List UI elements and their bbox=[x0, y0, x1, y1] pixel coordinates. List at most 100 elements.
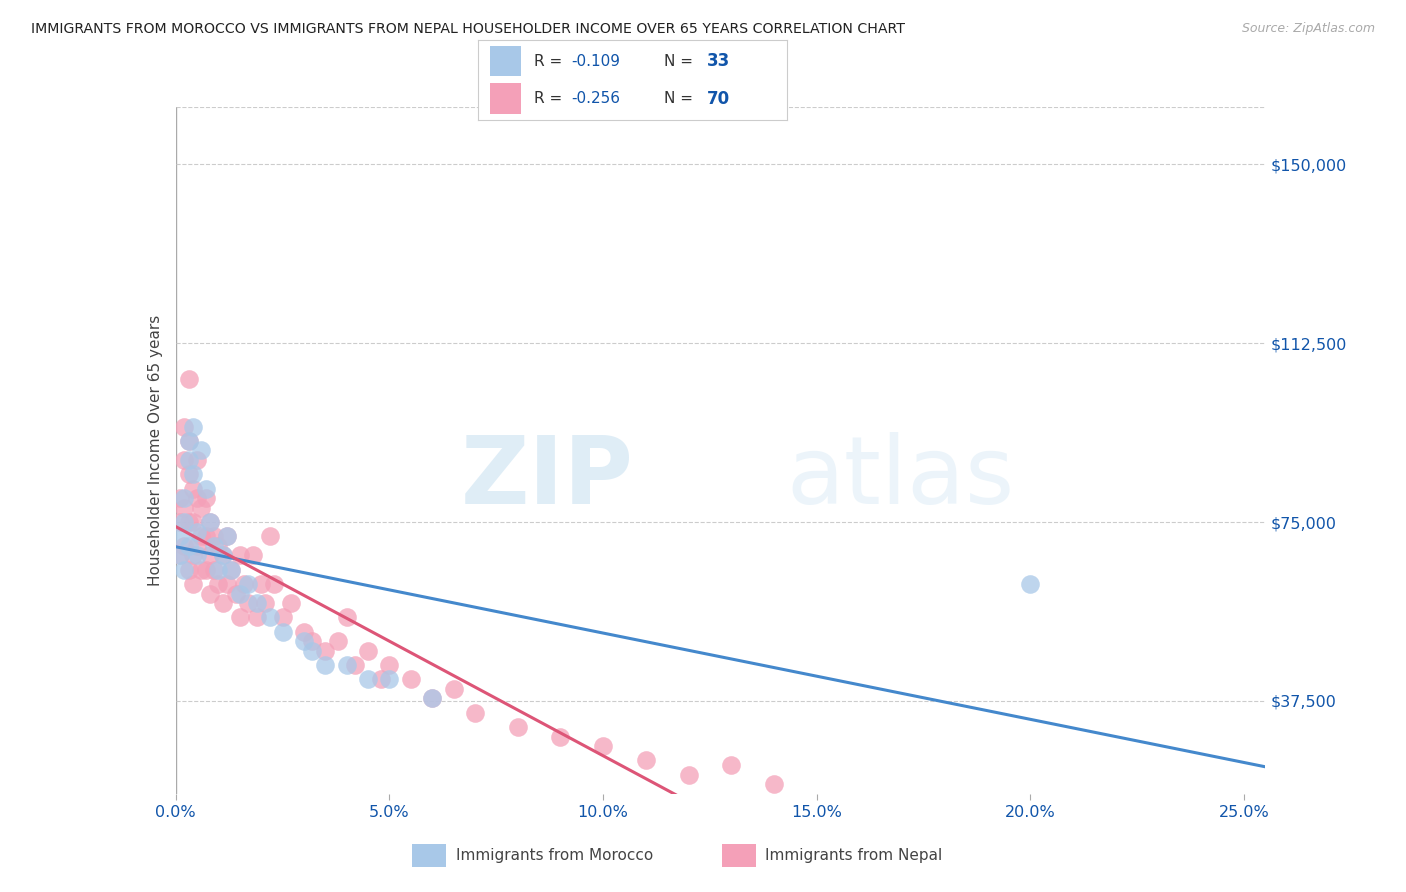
Text: 70: 70 bbox=[707, 90, 730, 108]
Point bbox=[238, 596, 260, 610]
Point bbox=[344, 658, 367, 673]
Point bbox=[678, 768, 700, 782]
Point bbox=[233, 577, 256, 591]
Point bbox=[229, 549, 252, 563]
Text: Source: ZipAtlas.com: Source: ZipAtlas.com bbox=[1241, 22, 1375, 36]
Text: Immigrants from Morocco: Immigrants from Morocco bbox=[456, 848, 652, 863]
Point bbox=[357, 644, 380, 658]
Point bbox=[173, 419, 195, 434]
Point bbox=[169, 549, 191, 563]
Point bbox=[181, 577, 204, 591]
Point bbox=[177, 467, 200, 482]
Point bbox=[181, 467, 204, 482]
Point bbox=[207, 539, 229, 553]
Point bbox=[181, 419, 204, 434]
Point bbox=[169, 491, 191, 505]
Point bbox=[211, 549, 233, 563]
Point bbox=[173, 515, 195, 529]
Point bbox=[357, 673, 380, 687]
Point bbox=[280, 596, 302, 610]
Bar bbox=[412, 844, 446, 867]
Point bbox=[301, 644, 323, 658]
Text: atlas: atlas bbox=[786, 432, 1014, 524]
Point bbox=[190, 500, 212, 515]
Point bbox=[464, 706, 486, 720]
Point bbox=[420, 691, 443, 706]
Text: ZIP: ZIP bbox=[461, 432, 633, 524]
Point bbox=[292, 634, 315, 648]
Point bbox=[190, 563, 212, 577]
Point bbox=[198, 515, 221, 529]
Point bbox=[190, 529, 212, 543]
Point bbox=[194, 563, 217, 577]
Text: N =: N = bbox=[664, 54, 697, 69]
Point bbox=[399, 673, 422, 687]
Point bbox=[186, 539, 208, 553]
Y-axis label: Householder Income Over 65 years: Householder Income Over 65 years bbox=[148, 315, 163, 586]
Point bbox=[246, 610, 269, 624]
Point bbox=[370, 673, 392, 687]
Point bbox=[271, 610, 294, 624]
Point bbox=[506, 720, 529, 734]
Point bbox=[177, 453, 200, 467]
Point bbox=[181, 482, 204, 496]
Point bbox=[198, 549, 221, 563]
Point bbox=[250, 577, 273, 591]
Point bbox=[186, 453, 208, 467]
Point bbox=[173, 491, 195, 505]
Point bbox=[221, 563, 243, 577]
Point bbox=[225, 586, 247, 600]
Point bbox=[186, 549, 208, 563]
Bar bbox=[491, 84, 522, 114]
Point bbox=[173, 453, 195, 467]
Point bbox=[229, 610, 252, 624]
Point bbox=[215, 577, 238, 591]
Point bbox=[177, 563, 200, 577]
Point bbox=[259, 529, 281, 543]
Point bbox=[194, 482, 217, 496]
Point bbox=[181, 549, 204, 563]
Point bbox=[169, 549, 191, 563]
Point bbox=[173, 563, 195, 577]
Point bbox=[720, 758, 742, 772]
Point bbox=[202, 529, 225, 543]
Point bbox=[169, 529, 191, 543]
Point bbox=[177, 372, 200, 386]
Point bbox=[194, 491, 217, 505]
Bar bbox=[491, 45, 522, 77]
Point bbox=[271, 624, 294, 639]
Text: -0.256: -0.256 bbox=[571, 91, 620, 106]
Point bbox=[314, 658, 336, 673]
Text: Immigrants from Nepal: Immigrants from Nepal bbox=[765, 848, 942, 863]
Bar bbox=[721, 844, 755, 867]
Point bbox=[202, 539, 225, 553]
Point bbox=[420, 691, 443, 706]
Text: N =: N = bbox=[664, 91, 697, 106]
Point bbox=[215, 529, 238, 543]
Point bbox=[326, 634, 349, 648]
Point bbox=[634, 754, 657, 768]
Point bbox=[181, 515, 204, 529]
Text: -0.109: -0.109 bbox=[571, 54, 620, 69]
Point bbox=[292, 624, 315, 639]
Point bbox=[215, 529, 238, 543]
Point bbox=[314, 644, 336, 658]
Text: R =: R = bbox=[534, 91, 567, 106]
Point bbox=[229, 586, 252, 600]
Point bbox=[173, 539, 195, 553]
Point bbox=[301, 634, 323, 648]
Point bbox=[263, 577, 285, 591]
Point bbox=[259, 610, 281, 624]
Point bbox=[207, 563, 229, 577]
Point bbox=[443, 681, 465, 696]
Point bbox=[198, 515, 221, 529]
Point bbox=[336, 610, 359, 624]
Point bbox=[173, 500, 195, 515]
Point bbox=[254, 596, 277, 610]
Text: IMMIGRANTS FROM MOROCCO VS IMMIGRANTS FROM NEPAL HOUSEHOLDER INCOME OVER 65 YEAR: IMMIGRANTS FROM MOROCCO VS IMMIGRANTS FR… bbox=[31, 22, 905, 37]
Point bbox=[177, 539, 200, 553]
Point bbox=[177, 434, 200, 448]
Point bbox=[177, 434, 200, 448]
Text: R =: R = bbox=[534, 54, 567, 69]
Point bbox=[186, 491, 208, 505]
